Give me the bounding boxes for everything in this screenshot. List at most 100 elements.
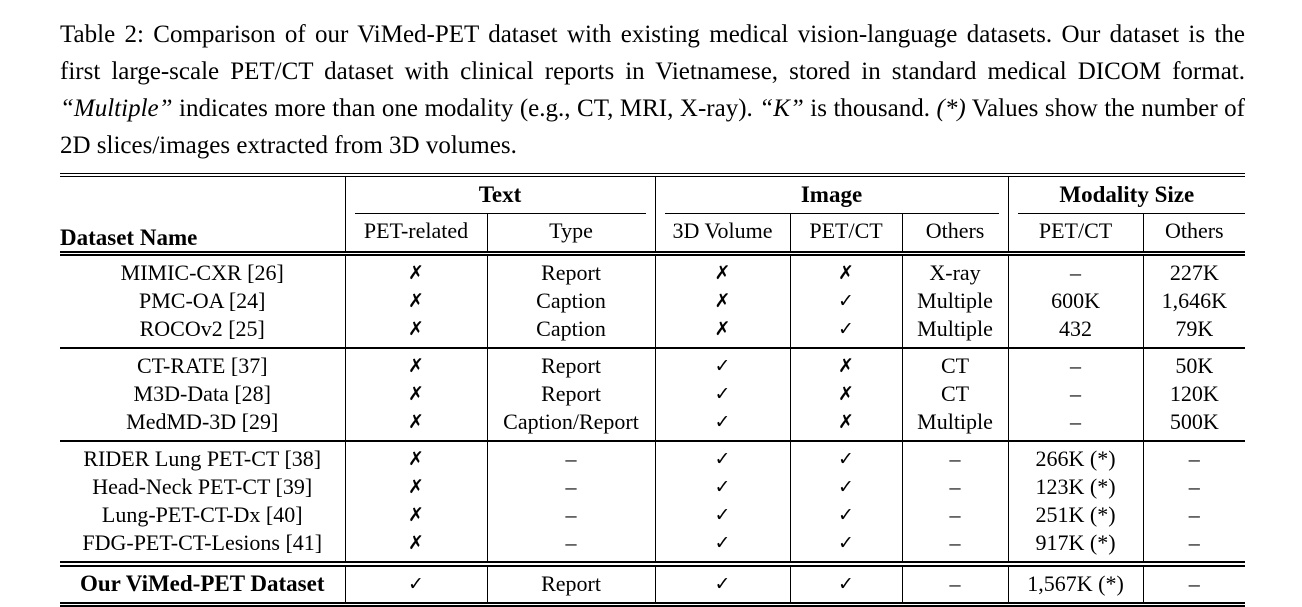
modality-petct-cell: 600K [1007,287,1144,315]
modality-others-cell: – [1142,441,1246,473]
caption-text-segment: Table 2: Comparison of our ViMed-PET dat… [60,21,1245,85]
table-row: Our ViMed-PET Dataset ✓ Report ✓ ✓ – 1,5… [60,564,1246,605]
pet-related-cell: ✗ [344,348,487,380]
image-others-cell: CT [901,348,1009,380]
header-sub-row: PET-related Type 3D Volume PET/CT Others… [60,214,1246,254]
column-group-rule [1017,213,1246,214]
subheader-image-others: Others [901,214,1009,254]
volume-cell: ✓ [654,408,791,441]
subheader-image-petct: PET/CT [789,214,903,254]
caption-text-segment: “K” [759,95,804,122]
image-others-cell: Multiple [901,287,1009,315]
modality-others-cell: 1,646K [1142,287,1246,315]
modality-petct-cell: 1,567K (*) [1007,564,1144,605]
column-group-rule [664,213,999,214]
table-row: ROCOv2 [25] ✗ Caption ✗ ✓ Multiple 432 7… [60,315,1246,348]
image-others-cell: – [901,501,1009,529]
image-others-cell: Multiple [901,408,1009,441]
table-row: M3D-Data [28] ✗ Report ✓ ✗ CT – 120K [60,380,1246,408]
volume-cell: ✓ [654,501,791,529]
image-petct-cell: ✓ [789,315,903,348]
image-petct-cell: ✓ [789,473,903,501]
volume-cell: ✓ [654,441,791,473]
image-petct-cell: ✗ [789,348,903,380]
type-cell: Caption/Report [486,408,656,441]
image-others-cell: – [901,564,1009,605]
volume-cell: ✓ [654,529,791,564]
type-cell: Report [486,380,656,408]
image-others-cell: – [901,441,1009,473]
image-others-cell: – [901,473,1009,501]
pet-related-cell: ✗ [344,408,487,441]
table-row: RIDER Lung PET-CT [38] ✗ – ✓ ✓ – 266K (*… [60,441,1246,473]
volume-cell: ✗ [654,287,791,315]
caption-text-segment: indicates more than one modality (e.g., … [172,95,760,122]
type-cell: – [486,501,656,529]
type-cell: Report [486,348,656,380]
type-cell: – [486,441,656,473]
modality-others-cell: 50K [1142,348,1246,380]
dataset-name-cell: CT-RATE [37] [136,353,268,378]
volume-cell: ✓ [654,348,791,380]
table-group-3d: CT-RATE [37] ✗ Report ✓ ✗ CT – 50K M3D-D… [60,348,1246,441]
pet-related-cell: ✗ [344,315,487,348]
pet-related-cell: ✗ [344,529,487,564]
subheader-type: Type [486,214,656,254]
caption-text-segment: Values show the number of 2D slices/imag… [60,95,1245,159]
modality-others-cell: 79K [1142,315,1246,348]
modality-others-cell: 120K [1142,380,1246,408]
subheader-3d-volume: 3D Volume [654,214,791,254]
subheader-pet-related: PET-related [344,214,487,254]
modality-others-cell: – [1142,501,1246,529]
volume-cell: ✓ [654,564,791,605]
image-petct-cell: ✓ [789,564,903,605]
image-petct-cell: ✓ [789,441,903,473]
header-group-image: Image [654,175,1009,214]
dataset-name-cell: MedMD-3D [29] [126,409,279,434]
dataset-name-cell: Head-Neck PET-CT [39] [92,474,313,499]
column-group-rule [354,213,646,214]
comparison-table: Dataset Name Text Image Modality Size PE… [60,173,1246,607]
modality-petct-cell: 917K (*) [1007,529,1144,564]
subheader-modality-others: Others [1142,214,1246,254]
modality-others-cell: 500K [1142,408,1246,441]
table-row: PMC-OA [24] ✗ Caption ✗ ✓ Multiple 600K … [60,287,1246,315]
modality-petct-cell: – [1007,380,1144,408]
pet-related-cell: ✗ [344,441,487,473]
image-petct-cell: ✗ [789,408,903,441]
modality-others-cell: – [1142,564,1246,605]
dataset-name-cell: FDG-PET-CT-Lesions [41] [82,530,323,555]
type-cell: – [486,473,656,501]
volume-cell: ✗ [654,253,791,287]
type-cell: Report [486,564,656,605]
image-others-cell: CT [901,380,1009,408]
group-label-image: Image [800,182,863,207]
image-petct-cell: ✗ [789,380,903,408]
volume-cell: ✗ [654,315,791,348]
pet-related-cell: ✗ [344,473,487,501]
type-cell: Report [486,253,656,287]
header-group-row: Dataset Name Text Image Modality Size [60,175,1246,250]
modality-petct-cell: 251K (*) [1007,501,1144,529]
table-group-petct: RIDER Lung PET-CT [38] ✗ – ✓ ✓ – 266K (*… [60,441,1246,564]
image-others-cell: – [901,529,1009,564]
table-row: Lung-PET-CT-Dx [40] ✗ – ✓ ✓ – 251K (*) – [60,501,1246,529]
table-row: MIMIC-CXR [26] ✗ Report ✗ ✗ X-ray – 227K [60,253,1246,287]
volume-cell: ✓ [654,380,791,408]
pet-related-cell: ✗ [344,287,487,315]
modality-petct-cell: 432 [1007,315,1144,348]
pet-related-cell: ✗ [344,253,487,287]
image-petct-cell: ✗ [789,253,903,287]
modality-petct-cell: – [1007,408,1144,441]
group-label-text: Text [478,182,522,207]
modality-petct-cell: – [1007,253,1144,287]
type-cell: Caption [486,287,656,315]
image-petct-cell: ✓ [789,529,903,564]
caption-text-segment: (*) [936,95,966,122]
caption-text-segment: is thousand. [803,95,937,122]
table-caption: Table 2: Comparison of our ViMed-PET dat… [60,16,1245,164]
modality-others-cell: – [1142,529,1246,564]
table-row: Head-Neck PET-CT [39] ✗ – ✓ ✓ – 123K (*)… [60,473,1246,501]
caption-text-segment: “Multiple” [60,95,173,122]
